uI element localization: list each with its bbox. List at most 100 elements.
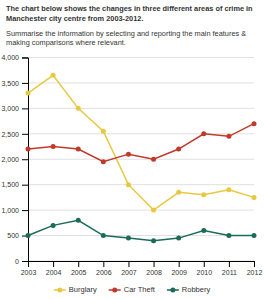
legend-label: Robbery bbox=[182, 285, 211, 294]
series-point bbox=[226, 187, 231, 192]
chart: The chart below shows the changes in thr… bbox=[0, 0, 264, 299]
series-point bbox=[151, 157, 156, 162]
x-tick-label: 2009 bbox=[171, 269, 187, 276]
y-tick-mark bbox=[22, 185, 28, 186]
y-tick-label: 3,500 bbox=[1, 80, 19, 87]
x-tick: 2010 bbox=[196, 261, 212, 276]
grid bbox=[28, 57, 254, 261]
series-point bbox=[101, 129, 106, 134]
y-tick: 1,500 bbox=[1, 181, 28, 188]
series bbox=[26, 73, 257, 213]
x-tick-label: 2011 bbox=[222, 269, 237, 276]
legend-item: Burglary bbox=[54, 285, 97, 294]
grid-line bbox=[28, 57, 254, 58]
x-tick: 2008 bbox=[146, 261, 162, 276]
y-tick: 2,500 bbox=[1, 131, 28, 138]
x-tick-mark bbox=[53, 261, 54, 267]
title-line: Manchester city centre from 2003-2012. bbox=[6, 14, 143, 23]
y-tick: 500 bbox=[7, 232, 28, 239]
y-tick-label: 4,000 bbox=[1, 54, 19, 61]
x-tick: 2006 bbox=[96, 261, 112, 276]
series-point bbox=[26, 147, 31, 152]
y-axis: 05001,0001,5002,0002,5003,0003,5004,000 bbox=[1, 54, 28, 265]
series-point bbox=[51, 73, 56, 78]
x-tick-mark bbox=[254, 261, 255, 267]
x-tick-mark bbox=[229, 261, 230, 267]
grid-line bbox=[28, 210, 254, 211]
x-tick: 2007 bbox=[121, 261, 137, 276]
y-tick-mark bbox=[22, 261, 28, 262]
series-point bbox=[126, 182, 131, 187]
series-point bbox=[176, 190, 181, 195]
grid-line bbox=[28, 82, 254, 83]
y-tick-mark bbox=[22, 210, 28, 211]
series-point bbox=[101, 233, 106, 238]
grid-line bbox=[28, 133, 254, 134]
x-tick-mark bbox=[103, 261, 104, 267]
legend-marker bbox=[57, 288, 62, 293]
x-tick: 2012 bbox=[247, 261, 263, 276]
x-tick: 2009 bbox=[171, 261, 187, 276]
series-line bbox=[28, 75, 254, 210]
x-axis-line bbox=[29, 262, 255, 268]
legend-label: Burglary bbox=[69, 285, 97, 294]
series-point bbox=[126, 152, 131, 157]
subtitle-line: Summarise the information by selecting a… bbox=[6, 29, 246, 38]
y-tick: 3,500 bbox=[1, 80, 28, 87]
legend-marker bbox=[170, 288, 175, 293]
series-point bbox=[26, 233, 31, 238]
legend-label: Car Theft bbox=[124, 285, 156, 294]
y-tick-mark bbox=[22, 57, 28, 58]
x-tick-mark bbox=[128, 261, 129, 267]
subtitle-line: making comparisons where relevant. bbox=[6, 38, 126, 47]
grid-line bbox=[28, 235, 254, 236]
y-axis-line bbox=[22, 58, 29, 262]
series-point bbox=[252, 233, 257, 238]
series-point bbox=[126, 236, 131, 241]
legend-marker bbox=[112, 288, 117, 293]
series-group bbox=[26, 73, 257, 243]
series-line bbox=[28, 220, 254, 240]
y-tick-label: 1,000 bbox=[1, 207, 19, 214]
x-tick: 2003 bbox=[21, 261, 37, 276]
series-point bbox=[226, 233, 231, 238]
legend: Burglary Car Theft Robbery bbox=[54, 285, 211, 294]
series bbox=[26, 218, 257, 243]
y-tick: 0 bbox=[15, 258, 28, 265]
series-point bbox=[151, 238, 156, 243]
title: The chart below shows the changes in thr… bbox=[6, 4, 253, 23]
x-tick-label: 2008 bbox=[146, 269, 162, 276]
series-point bbox=[176, 236, 181, 241]
series-point bbox=[252, 195, 257, 200]
x-tick: 2004 bbox=[46, 261, 62, 276]
series-point bbox=[76, 147, 81, 152]
series-point bbox=[201, 228, 206, 233]
x-tick-label: 2005 bbox=[71, 269, 87, 276]
y-tick-mark bbox=[22, 83, 28, 84]
x-tick-label: 2007 bbox=[121, 269, 137, 276]
x-tick-label: 2003 bbox=[21, 269, 37, 276]
series-line bbox=[28, 124, 254, 162]
x-tick-mark bbox=[179, 261, 180, 267]
x-tick-label: 2010 bbox=[196, 269, 212, 276]
series-point bbox=[51, 223, 56, 228]
y-tick-mark bbox=[22, 159, 28, 160]
series-point bbox=[176, 147, 181, 152]
series-point bbox=[201, 192, 206, 197]
y-tick-label: 2,500 bbox=[1, 131, 19, 138]
y-tick: 4,000 bbox=[1, 54, 28, 61]
x-tick: 2011 bbox=[222, 261, 237, 276]
series-point bbox=[201, 131, 206, 136]
y-tick-label: 1,500 bbox=[1, 181, 19, 188]
series-point bbox=[226, 134, 231, 139]
y-tick-label: 2,000 bbox=[1, 156, 19, 163]
x-tick-label: 2006 bbox=[96, 269, 112, 276]
legend-item: Car Theft bbox=[109, 285, 156, 294]
grid-line bbox=[28, 184, 254, 185]
plot: 2003 2004 2005 2006 2007 2008 2009 2010 2011 2012… bbox=[1, 54, 262, 276]
x-axis: 2003 2004 2005 2006 2007 2008 2009 2010 2011 2012 bbox=[21, 261, 263, 276]
series-point bbox=[101, 159, 106, 164]
x-tick-mark bbox=[154, 261, 155, 267]
x-tick-mark bbox=[204, 261, 205, 267]
x-tick-label: 2012 bbox=[247, 269, 263, 276]
